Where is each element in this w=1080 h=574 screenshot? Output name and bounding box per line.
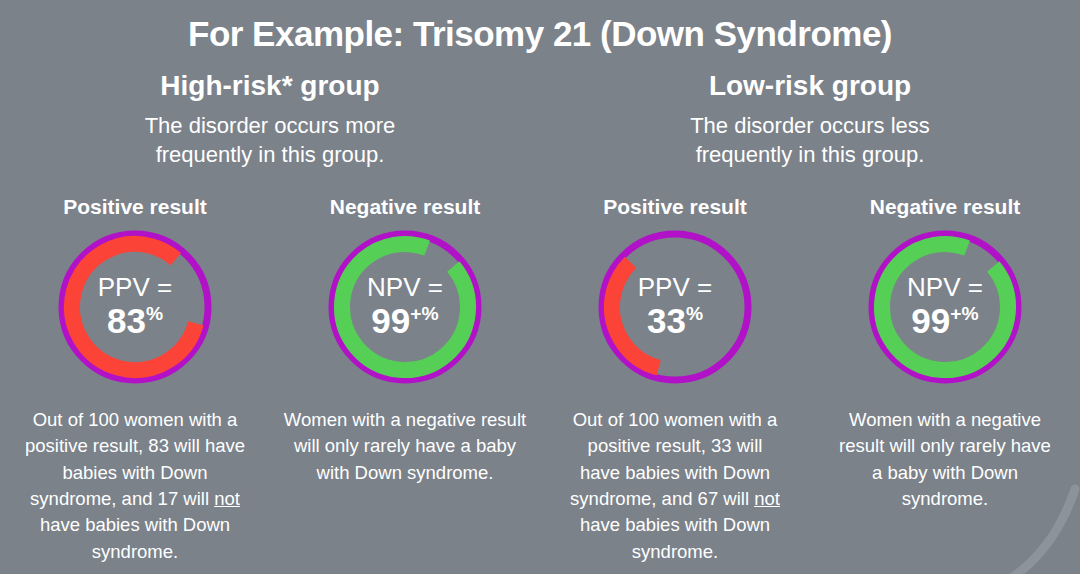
result-label: Negative result (870, 195, 1021, 219)
ppv-donut-chart: PPV = 33% (595, 227, 755, 387)
group-headers-row: High-risk* group The disorder occurs mor… (0, 70, 1080, 169)
explanation-text: Out of 100 women with a positive result,… (567, 407, 783, 565)
group-heading-low-risk: Low-risk group (540, 70, 1080, 102)
explanation-text: Women with a negative result will only r… (279, 407, 531, 486)
metric-label: PPV = (638, 273, 712, 302)
metric-value: 99+% (911, 301, 978, 341)
metric-value: 83% (107, 301, 163, 341)
group-description-high-risk: The disorder occurs more frequently in t… (115, 112, 425, 169)
result-label: Positive result (603, 195, 747, 219)
group-heading-high-risk: High-risk* group (0, 70, 540, 102)
metric-value: 33% (647, 301, 703, 341)
metric-value: 99+% (371, 301, 438, 341)
npv-donut-chart: NPV = 99+% (865, 227, 1025, 387)
result-column-high-risk-positive: Positive result PPV = 83% Out of 100 wom… (0, 195, 270, 565)
explanation-text: Out of 100 women with a positive result,… (18, 407, 252, 565)
metric-value-sup: % (146, 304, 163, 325)
metric-label: NPV = (367, 273, 443, 302)
npv-donut-chart: NPV = 99+% (325, 227, 485, 387)
group-high-risk: High-risk* group The disorder occurs mor… (0, 70, 540, 169)
metric-label: PPV = (98, 273, 172, 302)
donut-center-label: NPV = 99+% (865, 227, 1025, 387)
page-title: For Example: Trisomy 21 (Down Syndrome) (0, 0, 1080, 54)
explanation-text: Women with a negative result will only r… (834, 407, 1056, 512)
result-label: Positive result (63, 195, 207, 219)
donut-center-label: PPV = 83% (55, 227, 215, 387)
donut-center-label: PPV = 33% (595, 227, 755, 387)
donut-center-label: NPV = 99+% (325, 227, 485, 387)
metric-value-sup: % (686, 304, 703, 325)
ppv-donut-chart: PPV = 83% (55, 227, 215, 387)
result-column-low-risk-positive: Positive result PPV = 33% Out of 100 wom… (540, 195, 810, 565)
infographic-canvas: For Example: Trisomy 21 (Down Syndrome) … (0, 0, 1080, 574)
metric-value-sup: +% (950, 304, 978, 325)
metric-value-sup: +% (410, 304, 438, 325)
metric-label: NPV = (907, 273, 983, 302)
results-row: Positive result PPV = 83% Out of 100 wom… (0, 195, 1080, 565)
group-description-low-risk: The disorder occurs less frequently in t… (655, 112, 965, 169)
result-column-low-risk-negative: Negative result NPV = 99+% Women with a … (810, 195, 1080, 565)
result-label: Negative result (330, 195, 481, 219)
result-column-high-risk-negative: Negative result NPV = 99+% Women with a … (270, 195, 540, 565)
group-low-risk: Low-risk group The disorder occurs less … (540, 70, 1080, 169)
